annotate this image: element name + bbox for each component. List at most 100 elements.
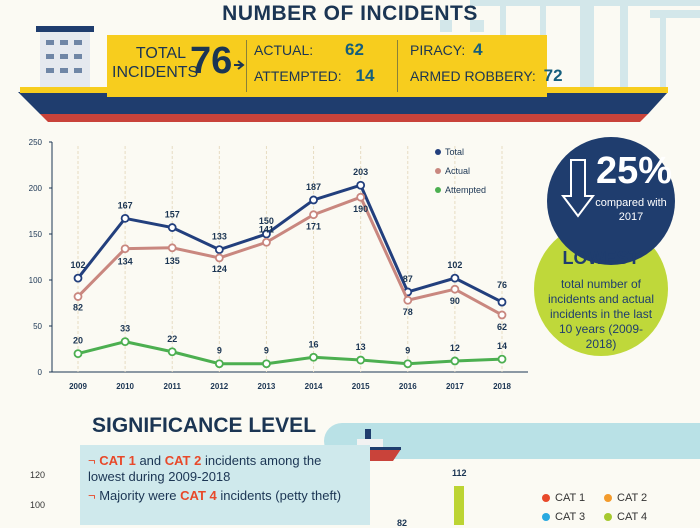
data-point-attempted [214, 359, 224, 369]
actual-label: ACTUAL: [254, 42, 314, 58]
x-tick-label: 2014 [305, 382, 323, 391]
data-point-attempted [120, 337, 130, 347]
data-label-actual: 82 [73, 303, 83, 313]
data-point-total [356, 180, 366, 190]
legend-marker-actual [435, 168, 441, 174]
legend-cat2: CAT 2 [604, 492, 647, 504]
actual-stat: ACTUAL: 62 [254, 40, 364, 60]
stats-divider [246, 40, 247, 92]
sig-y-tick: 120 [30, 470, 46, 480]
data-label-total: 133 [212, 232, 227, 242]
data-point-actual [497, 310, 507, 320]
data-point-total [120, 213, 130, 223]
x-tick-label: 2013 [258, 382, 276, 391]
legend-label-total: Total [445, 147, 464, 157]
data-label-total: 76 [497, 280, 507, 290]
x-tick-label: 2017 [446, 382, 464, 391]
data-label-attempted: 9 [405, 346, 410, 356]
lowest-subtext: total number of incidents and actual inc… [547, 277, 655, 351]
data-point-attempted [309, 352, 318, 362]
data-point-attempted [262, 359, 271, 369]
armed-robbery-label: ARMED ROBBERY: [410, 68, 536, 84]
stats-panel [107, 35, 547, 97]
data-label-total: 102 [70, 260, 85, 270]
attempted-stat: ATTEMPTED: 14 [254, 66, 374, 86]
total-label-line2: INCIDENTS [112, 64, 199, 81]
significance-notes [80, 445, 370, 525]
actual-value: 62 [345, 40, 364, 59]
data-label-attempted: 12 [450, 343, 460, 353]
x-tick-label: 2018 [493, 382, 511, 391]
data-label-total: 87 [403, 274, 413, 284]
y-tick-label: 0 [38, 368, 43, 377]
data-label-actual: 171 [306, 222, 321, 232]
sig-bar-value: 82 [397, 518, 408, 528]
data-point-attempted [167, 347, 177, 357]
data-point-actual [356, 192, 366, 202]
data-label-total: 203 [353, 167, 368, 177]
data-point-total [497, 297, 507, 307]
total-label: TOTAL INCIDENTS [112, 44, 199, 82]
data-point-attempted [356, 355, 366, 365]
x-tick-label: 2010 [116, 382, 134, 391]
total-value: 76 [190, 40, 233, 82]
data-point-total [167, 223, 177, 232]
data-label-total: 102 [447, 260, 462, 270]
note-cat4: ¬ Majority were CAT 4 incidents (petty t… [88, 488, 342, 503]
data-point-total [214, 245, 224, 255]
data-point-attempted [73, 349, 83, 359]
legend-cat1: CAT 1 [542, 492, 585, 504]
legend-dot [604, 513, 612, 522]
legend-marker-total [435, 149, 441, 155]
data-label-total: 187 [306, 182, 321, 192]
sig-y-tick: 100 [30, 500, 46, 510]
legend-dot [604, 494, 612, 503]
significance-title: SIGNIFICANCE LEVEL [92, 414, 317, 437]
armed-robbery-stat: ARMED ROBBERY: 72 [410, 66, 563, 86]
percent-value: 25% [596, 150, 673, 192]
data-label-attempted: 9 [217, 346, 222, 356]
x-tick-label: 2016 [399, 382, 417, 391]
x-tick-label: 2011 [164, 382, 182, 391]
legend-dot [542, 513, 550, 522]
x-tick-label: 2012 [210, 382, 228, 391]
data-label-actual: 134 [118, 257, 133, 267]
total-label-line1: TOTAL [135, 45, 186, 62]
arrow-right-icon [234, 60, 245, 70]
data-label-total: 157 [165, 210, 180, 220]
y-tick-label: 100 [29, 276, 43, 285]
data-label-actual: 90 [450, 296, 460, 306]
data-point-actual [120, 244, 130, 254]
legend-dot [542, 494, 550, 503]
data-point-actual [309, 210, 318, 220]
data-point-total [309, 195, 318, 205]
data-label-attempted: 22 [167, 334, 177, 344]
legend-cat3: CAT 3 [542, 511, 585, 523]
x-tick-label: 2009 [69, 382, 87, 391]
data-point-attempted [403, 359, 413, 369]
data-label-attempted: 14 [497, 341, 507, 351]
piracy-stat: PIRACY: 4 [410, 40, 483, 60]
data-label-attempted: 9 [264, 346, 269, 356]
sig-bar-value: 112 [452, 468, 467, 478]
data-point-attempted [450, 356, 460, 366]
legend-marker-attempted [435, 187, 441, 193]
data-point-actual [403, 295, 413, 305]
attempted-value: 14 [355, 66, 375, 85]
data-label-total: 150 [259, 216, 274, 226]
data-point-actual [214, 253, 224, 263]
data-point-actual [450, 284, 460, 294]
data-label-actual: 62 [497, 322, 507, 332]
note-cat1-cat2: ¬ CAT 1 and CAT 2 incidents among the lo… [88, 453, 322, 484]
series-line-attempted [77, 340, 503, 366]
page-title: NUMBER OF INCIDENTS [222, 2, 478, 25]
lowest-heading: LOWEST [562, 248, 640, 268]
y-tick-label: 150 [29, 230, 43, 239]
data-point-actual [73, 292, 83, 301]
data-label-actual: 190 [353, 204, 368, 214]
data-label-attempted: 33 [120, 324, 130, 334]
data-label-actual: 124 [212, 264, 227, 274]
legend-label-actual: Actual [445, 166, 470, 176]
percent-subtext: compared with 2017 [595, 197, 667, 223]
